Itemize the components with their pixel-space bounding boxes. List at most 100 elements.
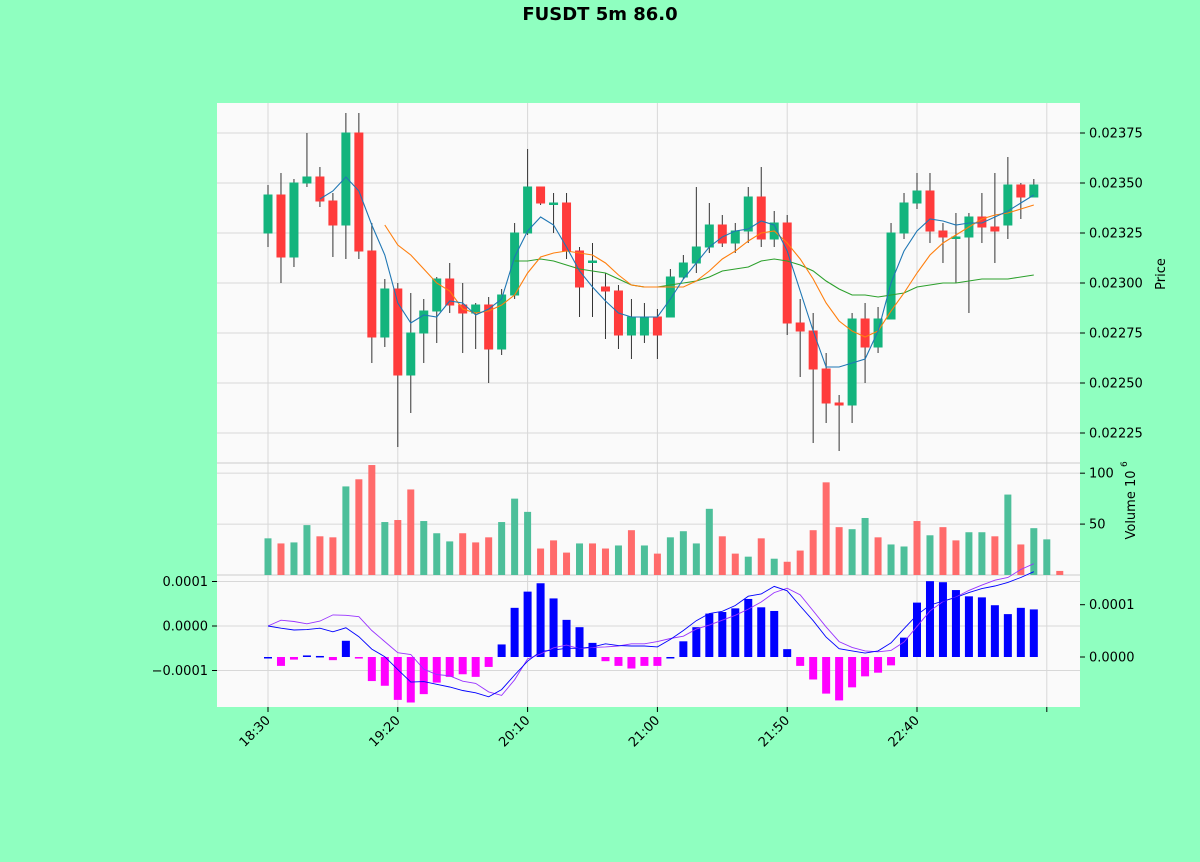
volume-bar bbox=[783, 561, 791, 575]
macd-histogram-bar bbox=[925, 581, 934, 657]
candle-up bbox=[302, 176, 312, 184]
candle-down bbox=[795, 322, 805, 332]
volume-bar bbox=[316, 536, 324, 575]
macd-histogram-bar bbox=[276, 657, 285, 666]
candle-down bbox=[834, 402, 844, 406]
volume-bar bbox=[550, 540, 558, 575]
volume-bar bbox=[1043, 539, 1051, 575]
chart-title: FUSDT 5m 86.0 bbox=[522, 4, 678, 25]
price-tick-label: 0.02300 bbox=[1089, 277, 1143, 292]
volume-bar bbox=[770, 558, 778, 575]
volume-bar bbox=[978, 532, 986, 575]
volume-bar bbox=[264, 538, 272, 575]
volume-bar bbox=[368, 465, 376, 575]
macd-histogram-bar bbox=[406, 657, 415, 703]
candle-down bbox=[328, 200, 338, 226]
macd-histogram-bar bbox=[510, 607, 519, 657]
macd-histogram-bar bbox=[848, 657, 857, 688]
volume-bar bbox=[692, 543, 700, 575]
macd-histogram-bar bbox=[562, 619, 571, 657]
macd-histogram-bar bbox=[302, 655, 311, 657]
volume-axis-label: Volume 10 bbox=[1124, 470, 1139, 539]
volume-bar bbox=[900, 546, 908, 575]
volume-bar bbox=[472, 542, 480, 575]
macd-histogram-bar bbox=[328, 657, 337, 661]
macd-histogram-bar bbox=[964, 596, 973, 657]
macd-histogram-bar bbox=[497, 644, 506, 657]
macd-histogram-bar bbox=[315, 655, 324, 658]
volume-bar bbox=[433, 533, 441, 575]
macd-histogram-bar bbox=[432, 657, 441, 683]
macd-histogram-bar bbox=[731, 608, 740, 657]
macd-histogram-bar bbox=[900, 637, 909, 657]
candle-up bbox=[873, 318, 883, 348]
candle-down bbox=[600, 286, 610, 292]
candle-down bbox=[821, 368, 831, 404]
macd-histogram-bar bbox=[1016, 607, 1025, 657]
volume-tick-label: 100 bbox=[1089, 467, 1114, 482]
price-tick-label: 0.02375 bbox=[1089, 127, 1143, 142]
volume-bar bbox=[861, 517, 869, 575]
candle-up bbox=[886, 232, 896, 320]
macd-histogram-bar bbox=[744, 598, 753, 657]
candle-down bbox=[484, 304, 494, 350]
candle-up bbox=[419, 310, 429, 334]
volume-bar bbox=[601, 548, 609, 575]
macd-histogram-bar bbox=[874, 657, 883, 673]
volume-bar bbox=[822, 482, 830, 575]
candle-up bbox=[549, 202, 559, 205]
macd-histogram-bar bbox=[419, 657, 428, 695]
volume-bar bbox=[485, 537, 493, 575]
volume-bar bbox=[290, 542, 298, 575]
candle-down bbox=[938, 230, 948, 238]
volume-bar bbox=[589, 543, 596, 575]
macd-histogram-bar bbox=[549, 598, 558, 657]
macd-right-tick-label: 0.0000 bbox=[1089, 651, 1135, 666]
candle-up bbox=[406, 332, 416, 376]
candle-down bbox=[860, 318, 870, 348]
volume-bar bbox=[563, 552, 571, 575]
macd-histogram-bar bbox=[640, 657, 649, 666]
macd-left-tick-label: −0.0001 bbox=[152, 664, 208, 679]
volume-bar bbox=[718, 536, 726, 575]
macd-line bbox=[267, 571, 1034, 698]
candle-up bbox=[899, 202, 909, 234]
macd-histogram-bar bbox=[666, 657, 675, 659]
candle-up bbox=[1029, 184, 1039, 198]
volume-bar bbox=[1017, 544, 1025, 575]
macd-histogram-bar bbox=[692, 627, 701, 657]
volume-bar bbox=[913, 521, 921, 575]
macd-histogram-bar bbox=[822, 657, 831, 694]
volume-bar bbox=[614, 545, 622, 575]
candle-up bbox=[289, 182, 299, 258]
candle-down bbox=[756, 196, 766, 240]
volume-bar bbox=[303, 525, 311, 575]
macd-histogram-bar bbox=[938, 582, 947, 657]
volume-bar bbox=[796, 550, 804, 575]
ma-fast-line bbox=[319, 176, 1035, 368]
macd-histogram-bar bbox=[380, 657, 389, 686]
macd-histogram-bar bbox=[990, 605, 999, 657]
macd-histogram-bar bbox=[705, 613, 714, 657]
macd-histogram-bar bbox=[835, 657, 844, 701]
price-tick-label: 0.02350 bbox=[1089, 177, 1143, 192]
volume-bar bbox=[952, 540, 960, 575]
macd-histogram-bar bbox=[367, 657, 376, 682]
macd-histogram-bar bbox=[951, 590, 960, 657]
candle-up bbox=[263, 194, 273, 234]
volume-bar bbox=[874, 537, 882, 575]
volume-bar bbox=[640, 545, 648, 575]
price-tick-label: 0.02225 bbox=[1089, 427, 1143, 442]
macd-histogram-bar bbox=[913, 602, 921, 657]
macd-histogram-bar bbox=[809, 657, 818, 680]
candle-down bbox=[782, 222, 792, 324]
macd-histogram-bar bbox=[393, 657, 402, 700]
volume-bar bbox=[809, 530, 817, 575]
x-tick-label: 21:50 bbox=[756, 713, 793, 750]
price-axis-label: Price bbox=[1154, 258, 1169, 290]
candle-down bbox=[276, 194, 286, 258]
macd-histogram-bar bbox=[354, 657, 363, 659]
volume-bar bbox=[329, 537, 337, 575]
candle-up bbox=[912, 190, 922, 204]
volume-bar bbox=[835, 527, 843, 575]
